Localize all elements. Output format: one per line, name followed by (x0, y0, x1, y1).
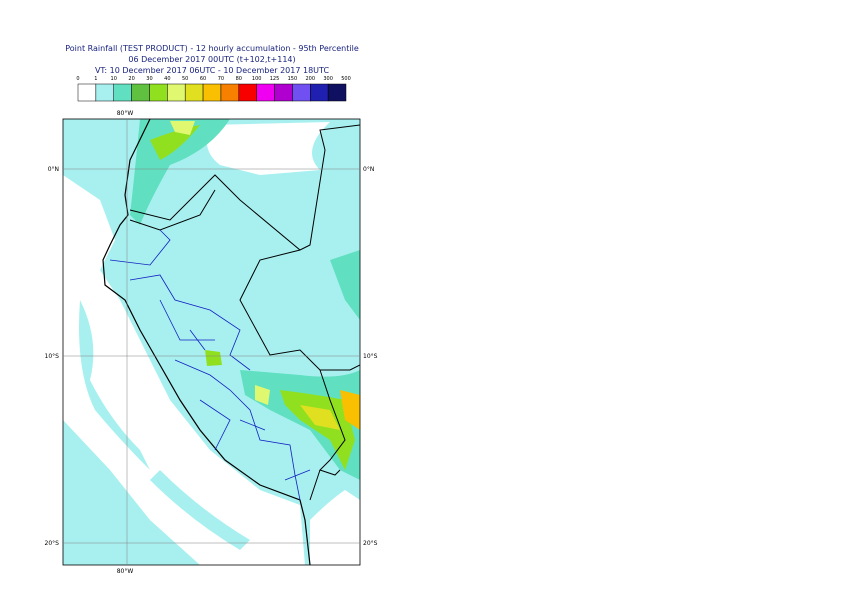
legend: 0 1 10 20 30 40 50 60 70 80 100 125 150 200 300 500 (76, 76, 351, 102)
legend-label: 100 (252, 76, 262, 82)
lat-label: 10°S (363, 353, 378, 360)
legend-swatch (202, 83, 222, 102)
lat-label: 0°N (48, 166, 59, 173)
legend-swatch (113, 83, 132, 102)
legend-swatch (95, 83, 114, 102)
legend-label: 125 (270, 76, 280, 82)
legend-swatch (220, 83, 240, 102)
legend-swatch (274, 83, 293, 102)
legend-label: 40 (164, 76, 170, 82)
title: Point Rainfall (TEST PRODUCT) - 12 hourl… (65, 44, 359, 53)
legend-label: 60 (200, 76, 206, 82)
legend-label: 30 (146, 76, 152, 82)
legend-swatch (77, 83, 97, 102)
lon-label: 80°W (117, 568, 134, 575)
legend-swatch (167, 83, 186, 102)
lon-label: 80°W (117, 110, 134, 117)
legend-label: 0 (76, 76, 79, 82)
legend-swatch (256, 83, 275, 102)
graticule: 0°N 0°N 10°S 10°S 20°S 20°S 80°W 80°W (45, 110, 378, 575)
map (63, 119, 360, 565)
lat-label: 20°S (45, 540, 60, 547)
lat-label: 20°S (363, 540, 378, 547)
legend-label: 10 (111, 76, 117, 82)
legend-swatch (327, 83, 347, 102)
legend-label: 50 (182, 76, 188, 82)
legend-swatch (310, 83, 329, 102)
legend-label: 1 (94, 76, 97, 82)
subtitle: 06 December 2017 00UTC (t+102,t+114) (128, 55, 295, 64)
legend-label: 20 (128, 76, 134, 82)
legend-label: 200 (305, 76, 315, 82)
legend-swatch (149, 83, 168, 102)
legend-swatch (184, 83, 204, 102)
legend-swatch (292, 83, 311, 102)
lat-label: 0°N (363, 166, 374, 173)
lat-label: 10°S (45, 353, 60, 360)
legend-swatch (131, 83, 150, 102)
legend-label: 150 (288, 76, 298, 82)
map-frame (62, 118, 361, 566)
legend-label: 500 (341, 76, 351, 82)
legend-swatch (238, 83, 257, 102)
validity: VT: 10 December 2017 06UTC - 10 December… (95, 66, 329, 75)
legend-label: 70 (218, 76, 224, 82)
legend-label: 300 (323, 76, 333, 82)
legend-label: 80 (236, 76, 242, 82)
